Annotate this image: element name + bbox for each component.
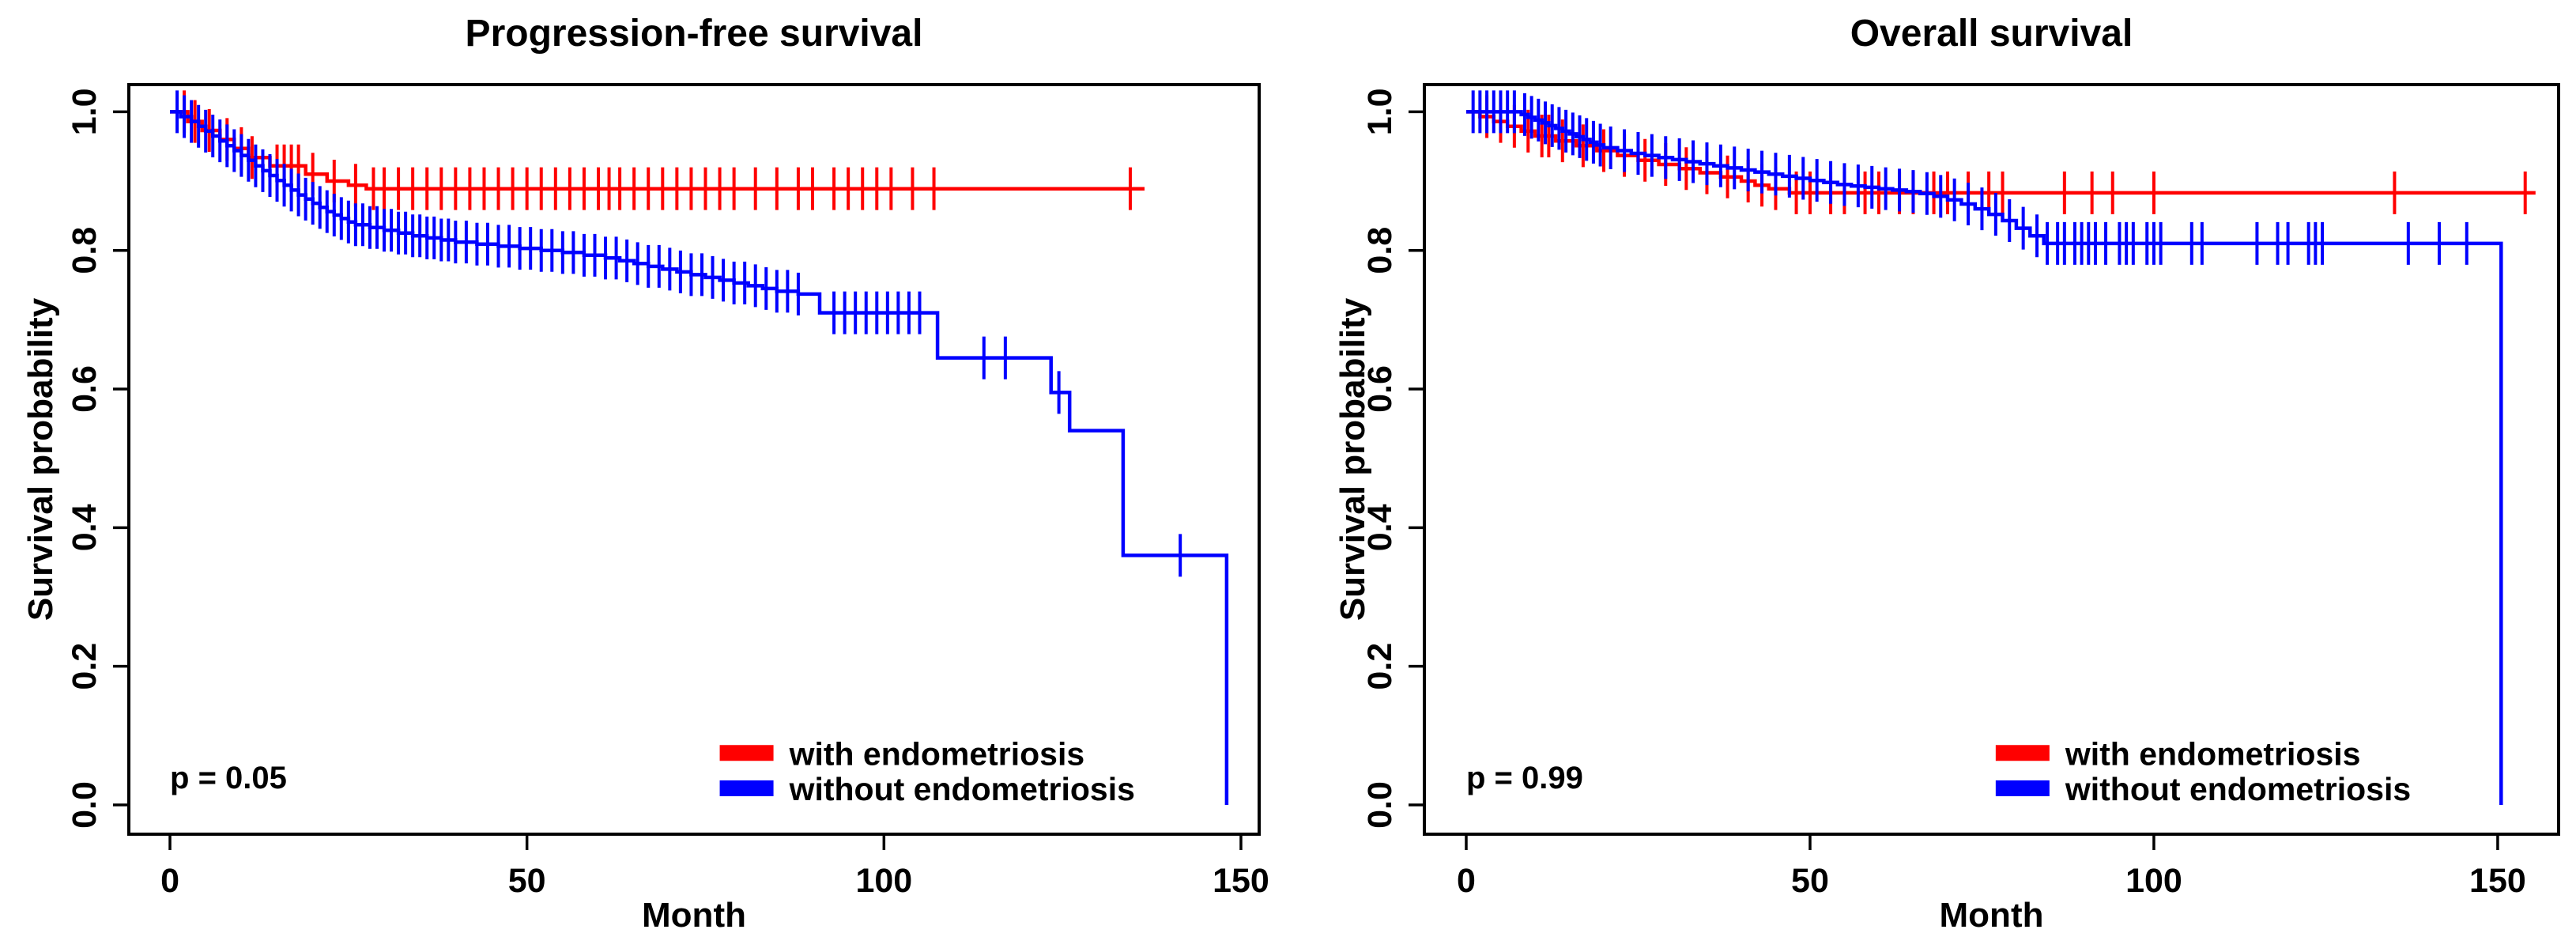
km-series-without-endometriosis	[170, 90, 1229, 805]
y-tick-label: 0.0	[1361, 781, 1399, 829]
y-axis: 1.0 0.8 0.6 0.4 0.2 0.0 Survival probability	[1333, 88, 1424, 829]
y-tick-label: 0.6	[1361, 365, 1399, 413]
km-series-without-endometriosis	[1466, 90, 2503, 805]
km-series-with-endometriosis	[1466, 95, 2536, 214]
censor-ticks	[1471, 90, 2469, 265]
x-tick-label: 150	[2469, 862, 2526, 900]
y-tick-label: 1.0	[1361, 88, 1399, 135]
y-tick-label: 0.8	[1361, 227, 1399, 274]
y-tick-label: 0.8	[66, 227, 104, 274]
y-axis-title: Survival probability	[21, 297, 60, 621]
chart-title: Progression-free survival	[466, 13, 923, 55]
x-tick-label: 100	[855, 862, 912, 900]
pfs-chart: Progression-free survival 0 50 100 150 Month 1…	[21, 13, 1269, 935]
legend-label: without endometriosis	[789, 771, 1135, 807]
legend-swatch	[719, 780, 774, 796]
y-tick-label: 1.0	[66, 88, 104, 135]
y-tick-label: 0.4	[66, 504, 104, 551]
legend-swatch	[1995, 745, 2050, 761]
y-axis: 1.0 0.8 0.6 0.4 0.2 0.0 Survival probability	[21, 88, 129, 829]
chart-title: Overall survival	[1850, 13, 2133, 55]
legend-label: without endometriosis	[2065, 771, 2411, 807]
x-tick-label: 50	[1791, 862, 1829, 900]
x-tick-label: 0	[1457, 862, 1476, 900]
legend-label: with endometriosis	[2065, 735, 2361, 772]
os-chart: Overall survival 0 50 100 150 Month 1.0 0.8 0.6 0…	[1312, 0, 2576, 952]
x-tick-label: 0	[160, 862, 179, 900]
legend-swatch	[719, 745, 774, 761]
x-axis: 0 50 100 150 Month	[160, 834, 1269, 935]
plot-box	[1423, 83, 2560, 836]
x-tick-label: 100	[2125, 862, 2182, 900]
p-value-label: p = 0.05	[170, 761, 287, 795]
y-axis-title: Survival probability	[1333, 297, 1372, 621]
legend-swatch	[1995, 780, 2050, 796]
plot-box	[127, 83, 1261, 836]
y-tick-label: 0.2	[66, 643, 104, 690]
x-axis-title: Month	[1940, 896, 2044, 935]
x-axis: 0 50 100 150 Month	[1457, 834, 2526, 935]
y-tick-label: 0.6	[66, 365, 104, 413]
y-tick-label: 0.2	[1361, 643, 1399, 690]
km-curve	[170, 110, 1145, 191]
km-series-with-endometriosis	[170, 90, 1145, 210]
y-tick-label: 0.4	[1361, 504, 1399, 551]
km-curve	[1466, 110, 2503, 805]
x-tick-label: 150	[1213, 862, 1269, 900]
legend-label: with endometriosis	[789, 735, 1085, 772]
x-axis-title: Month	[642, 896, 746, 935]
p-value-label: p = 0.99	[1466, 761, 1583, 795]
km-curve	[1466, 110, 2536, 195]
y-tick-label: 0.0	[66, 781, 104, 829]
x-tick-label: 50	[508, 862, 546, 900]
censor-ticks	[175, 90, 1182, 577]
